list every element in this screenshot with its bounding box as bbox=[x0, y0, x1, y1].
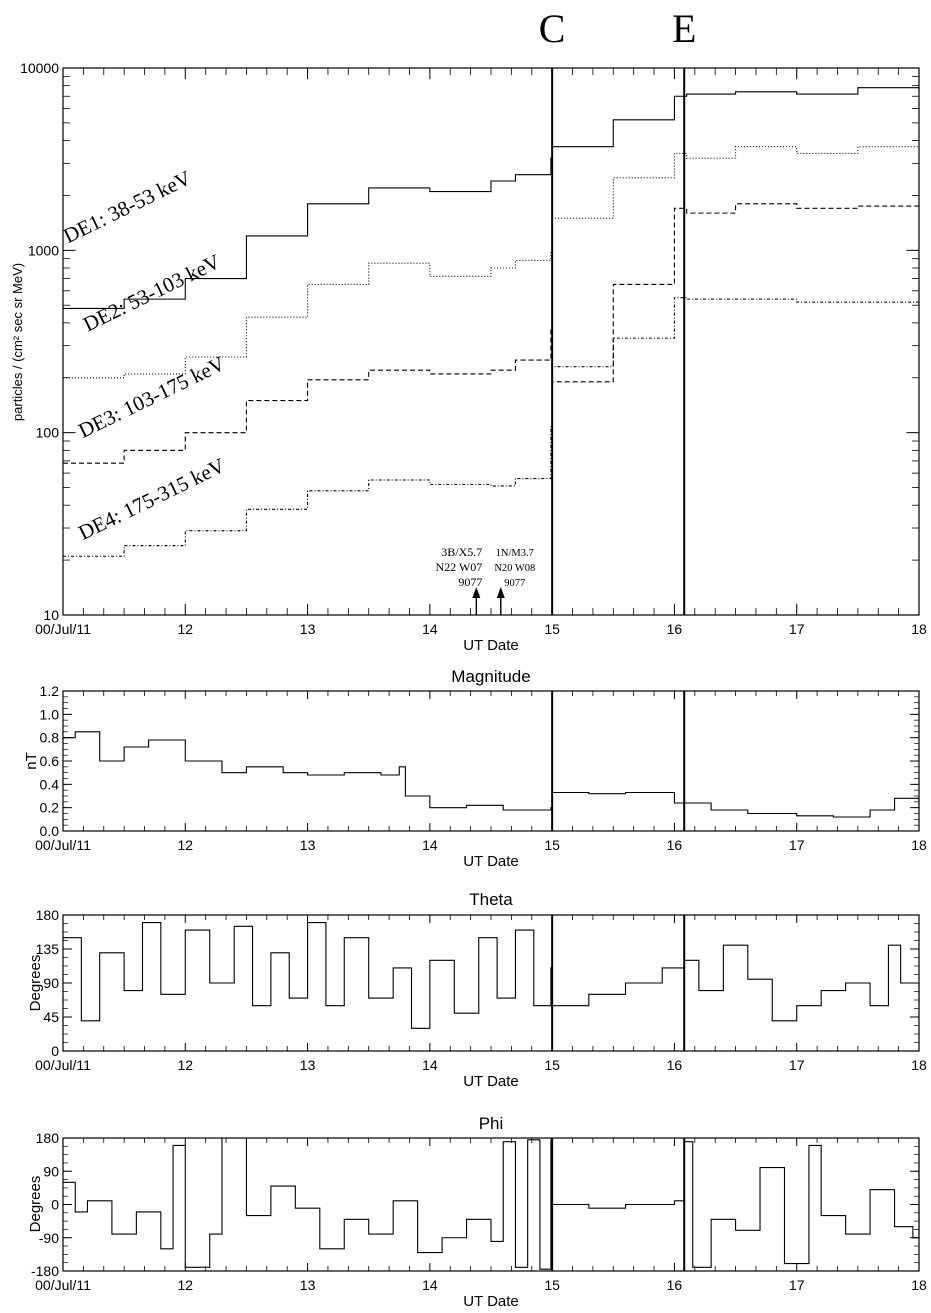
flare-arrow-head bbox=[496, 587, 505, 598]
x-tick-label: 18 bbox=[911, 621, 927, 637]
plot-frame bbox=[62, 914, 920, 1052]
x-tick-label: 12 bbox=[177, 1057, 193, 1073]
x-tick-label: 12 bbox=[177, 837, 193, 853]
flare-annotation-text: N22 W07 bbox=[436, 560, 483, 574]
y-tick-label: 100 bbox=[36, 425, 60, 441]
y-axis-label: Degrees bbox=[27, 955, 44, 1012]
y-axis-label: Degrees bbox=[27, 1176, 44, 1233]
event-marker-label: E bbox=[672, 6, 696, 51]
flare-annotation-text: N20 W08 bbox=[494, 563, 535, 574]
y-tick-label: 180 bbox=[36, 1130, 60, 1146]
x-axis-label: UT Date bbox=[463, 1073, 519, 1090]
x-tick-label: 00/Jul/11 bbox=[35, 621, 91, 637]
y-tick-label: 1.2 bbox=[40, 683, 60, 699]
x-tick-label: 13 bbox=[300, 837, 316, 853]
y-tick-label: 0 bbox=[51, 1197, 59, 1213]
x-tick-label: 14 bbox=[422, 1277, 438, 1293]
x-tick-label: 18 bbox=[911, 1277, 927, 1293]
flare-annotation-text: 3B/X5.7 bbox=[441, 545, 482, 559]
y-tick-label: 0.0 bbox=[40, 823, 60, 839]
x-tick-label: 16 bbox=[667, 837, 683, 853]
y-tick-label: 0.2 bbox=[40, 800, 60, 816]
series-line-1 bbox=[63, 922, 920, 1029]
y-tick-label: 90 bbox=[43, 1163, 59, 1179]
plot-frame bbox=[62, 1137, 920, 1272]
x-axis-label: UT Date bbox=[463, 853, 519, 870]
x-tick-label: 14 bbox=[422, 621, 438, 637]
event-marker-label: C bbox=[539, 6, 566, 51]
x-tick-label: 17 bbox=[789, 837, 805, 853]
x-tick-label: 18 bbox=[911, 1057, 927, 1073]
panel-4: Phi 00/Jul/11 12 13 14 15 16 17 18 UT Date -180 -90… bbox=[27, 1114, 927, 1310]
panel-title: Magnitude bbox=[451, 667, 530, 686]
series-line-3 bbox=[63, 203, 920, 464]
y-tick-label: 0.6 bbox=[40, 753, 60, 769]
series-label: DE2: 53-103 keV bbox=[79, 249, 224, 336]
x-tick-label: 13 bbox=[300, 621, 316, 637]
series-label: DE1: 38-53 keV bbox=[60, 166, 195, 248]
x-tick-label: 00/Jul/11 bbox=[35, 1057, 91, 1073]
x-tick-label: 16 bbox=[667, 1277, 683, 1293]
series-line-4 bbox=[63, 297, 920, 557]
x-tick-label: 16 bbox=[667, 621, 683, 637]
event-marker-lines bbox=[551, 68, 686, 1271]
x-axis-label: UT Date bbox=[463, 637, 519, 654]
series-line-1 bbox=[63, 87, 920, 310]
panel-2: Magnitude 00/Jul/11 12 13 14 15 16 17 18 UT Date 0… bbox=[23, 667, 927, 870]
x-tick-label: 17 bbox=[789, 1277, 805, 1293]
flare-annotation-text: 9077 bbox=[504, 578, 525, 589]
x-tick-label: 14 bbox=[422, 1057, 438, 1073]
series-line-1 bbox=[63, 731, 920, 818]
flare-arrow-head bbox=[472, 587, 481, 598]
panel-title: Phi bbox=[479, 1114, 504, 1133]
y-tick-label: 1.0 bbox=[40, 706, 60, 722]
y-axis-label: particles / (cm² sec sr MeV) bbox=[10, 263, 25, 421]
y-tick-label: 0 bbox=[51, 1043, 59, 1059]
x-axis-label: UT Date bbox=[463, 1293, 519, 1310]
flare-annotation-text: 9077 bbox=[458, 575, 482, 589]
x-tick-label: 17 bbox=[789, 1057, 805, 1073]
y-tick-label: -180 bbox=[31, 1263, 59, 1279]
panel-title: Theta bbox=[469, 890, 513, 909]
y-axis-label: nT bbox=[23, 752, 40, 770]
series-line-1 bbox=[63, 1137, 920, 1270]
panels: 00/Jul/11 12 13 14 15 16 17 18 UT Date 10 100 1000 1… bbox=[10, 60, 927, 1310]
y-tick-label: 180 bbox=[36, 907, 60, 923]
flare-annotation-text: 1N/M3.7 bbox=[496, 548, 534, 559]
y-tick-label: 10000 bbox=[20, 60, 59, 76]
x-tick-label: 15 bbox=[544, 1057, 560, 1073]
x-tick-label: 12 bbox=[177, 1277, 193, 1293]
y-tick-label: -90 bbox=[39, 1230, 59, 1246]
y-tick-label: 90 bbox=[43, 975, 59, 991]
x-tick-label: 16 bbox=[667, 1057, 683, 1073]
x-tick-label: 13 bbox=[300, 1057, 316, 1073]
x-tick-label: 13 bbox=[300, 1277, 316, 1293]
x-tick-label: 17 bbox=[789, 621, 805, 637]
x-tick-label: 15 bbox=[544, 1277, 560, 1293]
x-tick-label: 15 bbox=[544, 621, 560, 637]
y-tick-label: 45 bbox=[43, 1009, 59, 1025]
y-tick-label: 135 bbox=[36, 941, 60, 957]
y-tick-label: 1000 bbox=[28, 242, 59, 258]
y-tick-label: 10 bbox=[43, 607, 59, 623]
x-tick-label: 12 bbox=[177, 621, 193, 637]
x-tick-label: 15 bbox=[544, 837, 560, 853]
plot-frame bbox=[62, 67, 920, 616]
x-tick-label: 14 bbox=[422, 837, 438, 853]
x-tick-label: 18 bbox=[911, 837, 927, 853]
x-tick-label: 00/Jul/11 bbox=[35, 1277, 91, 1293]
x-tick-label: 00/Jul/11 bbox=[35, 837, 91, 853]
series-label: DE3: 103-175 keV bbox=[75, 351, 229, 443]
panel-3: Theta 00/Jul/11 12 13 14 15 16 17 18 UT Date 0 45 90… bbox=[27, 890, 927, 1090]
y-tick-label: 0.4 bbox=[40, 776, 60, 792]
y-tick-label: 0.8 bbox=[40, 730, 60, 746]
